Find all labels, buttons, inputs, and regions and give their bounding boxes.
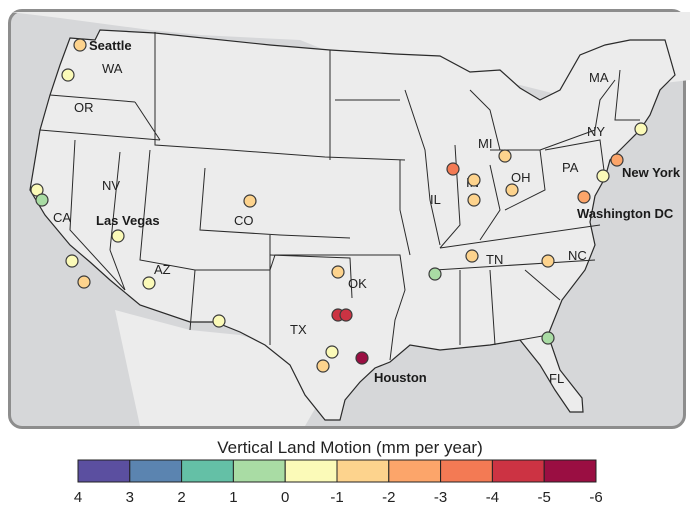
city-label-houston: Houston	[374, 370, 427, 385]
station-marker	[634, 122, 648, 136]
station-marker	[325, 345, 339, 359]
station-marker	[61, 68, 75, 82]
state-label-nv: NV	[102, 178, 120, 193]
station-marker	[465, 249, 479, 263]
station-marker	[65, 254, 79, 268]
station-marker	[467, 173, 481, 187]
state-label-co: CO	[234, 213, 254, 228]
station-marker	[577, 190, 591, 204]
station-marker	[111, 229, 125, 243]
state-label-pa: PA	[562, 160, 579, 175]
station-marker	[339, 308, 353, 322]
station-marker	[316, 359, 330, 373]
state-label-ma: MA	[589, 70, 609, 85]
station-marker	[428, 267, 442, 281]
state-label-fl: FL	[549, 371, 564, 386]
state-label-wa: WA	[102, 61, 123, 76]
station-marker	[355, 351, 369, 365]
state-label-or: OR	[74, 100, 94, 115]
legend-title: Vertical Land Motion (mm per year)	[217, 438, 483, 457]
state-label-ny: NY	[587, 124, 605, 139]
state-borders	[39, 32, 640, 361]
city-label-las-vegas: Las Vegas	[96, 213, 160, 228]
us-landmass	[29, 29, 676, 421]
state-label-il: IL	[430, 192, 441, 207]
station-marker	[212, 314, 226, 328]
city-label-new-york: New York	[622, 165, 681, 180]
station-marker	[35, 193, 49, 207]
station-marker	[446, 162, 460, 176]
city-label-washington-dc: Washington DC	[577, 206, 674, 221]
state-label-az: AZ	[154, 262, 171, 277]
station-marker	[505, 183, 519, 197]
station-marker	[498, 149, 512, 163]
state-label-mi: MI	[478, 136, 492, 151]
state-label-tn: TN	[486, 252, 503, 267]
state-label-ok: OK	[348, 276, 367, 291]
station-marker	[541, 254, 555, 268]
state-labels: WA OR CA NV AZ CO OK TX IL IN OH MI TN N…	[53, 61, 609, 386]
station-marker	[77, 275, 91, 289]
station-marker	[142, 276, 156, 290]
station-marker	[596, 169, 610, 183]
station-marker	[331, 265, 345, 279]
station-marker	[243, 194, 257, 208]
state-label-oh: OH	[511, 170, 531, 185]
station-marker	[73, 38, 87, 52]
city-label-seattle: Seattle	[89, 38, 132, 53]
state-label-ca: CA	[53, 210, 71, 225]
mexico-landmass	[115, 310, 320, 426]
station-marker	[467, 193, 481, 207]
state-label-nc: NC	[568, 248, 587, 263]
city-labels: Seattle Las Vegas New York Washington DC…	[89, 38, 681, 385]
station-marker	[541, 331, 555, 345]
state-label-tx: TX	[290, 322, 307, 337]
station-markers	[30, 38, 648, 373]
station-marker	[610, 153, 624, 167]
